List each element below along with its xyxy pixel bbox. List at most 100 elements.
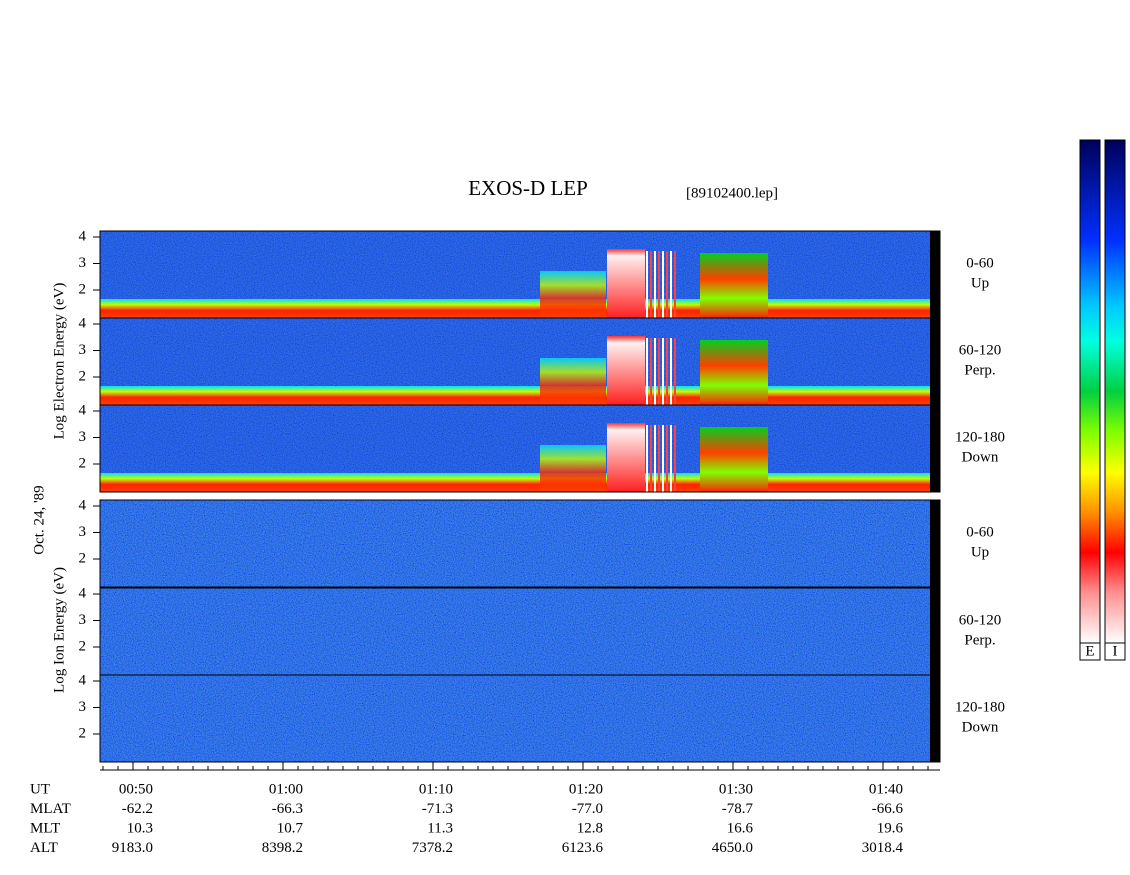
orbit-value: 4650.0 <box>712 840 753 856</box>
orbit-value: 6123.6 <box>562 840 604 856</box>
stripe <box>666 251 668 318</box>
y-tick-label: 3 <box>79 255 87 271</box>
data-gap <box>930 405 940 492</box>
data-gap <box>930 588 940 675</box>
y-tick-label: 2 <box>79 550 87 566</box>
stripe <box>670 425 672 492</box>
panel-frame <box>99 404 941 493</box>
y-tick-label: 4 <box>79 228 87 244</box>
stripe <box>646 251 648 318</box>
orbit-value: 10.7 <box>277 820 304 836</box>
spectrogram-noise <box>100 500 940 587</box>
y-tick-label: 2 <box>79 725 87 741</box>
y-tick-label: 3 <box>79 342 87 358</box>
spectrogram-noise <box>100 675 940 762</box>
orbit-value: 3018.4 <box>862 840 904 856</box>
orbit-value: 10.3 <box>127 820 153 836</box>
warm-region <box>700 340 768 405</box>
stripe <box>674 425 676 492</box>
row-label: ALT <box>30 840 58 856</box>
panel-frame <box>99 674 941 763</box>
stripe <box>658 425 660 492</box>
y-tick-label: 3 <box>79 612 87 628</box>
orbit-value: -62.2 <box>122 801 153 817</box>
stripe <box>662 338 664 405</box>
y-tick-label: 4 <box>79 315 87 331</box>
data-gap <box>930 500 940 587</box>
orbit-value: -77.0 <box>572 801 603 817</box>
data-gap <box>930 318 940 405</box>
orbit-value: 00:50 <box>119 781 153 797</box>
colorbar-label: I <box>1113 643 1118 659</box>
stripe <box>658 251 660 318</box>
angle-label: 60-120 <box>959 612 1002 628</box>
orbit-value: 01:00 <box>269 781 303 797</box>
title: EXOS-D LEP <box>468 176 588 200</box>
hot-region <box>607 336 645 405</box>
orbit-value: 01:20 <box>569 781 603 797</box>
colorbar-label-box <box>1104 642 1126 661</box>
stripe <box>662 251 664 318</box>
orbit-value: 8398.2 <box>262 840 303 856</box>
y-tick-label: 3 <box>79 699 87 715</box>
angle-label: 120-180 <box>955 699 1005 715</box>
stripe <box>670 251 672 318</box>
orbit-value: 16.6 <box>727 820 754 836</box>
stripe <box>666 425 668 492</box>
orbit-value: 9183.0 <box>112 840 153 856</box>
orbit-value: -71.3 <box>422 801 453 817</box>
panel-frame <box>99 499 941 588</box>
spectrograms <box>99 230 941 763</box>
angle-label: 120-180 <box>955 429 1005 445</box>
rising-region <box>540 445 606 492</box>
data-gap <box>930 675 940 762</box>
direction-label: Down <box>962 719 999 735</box>
stripe <box>654 251 656 318</box>
angle-label: 0-60 <box>966 255 994 271</box>
warm-region <box>700 253 768 318</box>
y-tick-label: 2 <box>79 281 87 297</box>
low-energy-band <box>100 299 930 318</box>
hot-region <box>607 423 645 492</box>
stripe <box>646 338 648 405</box>
low-energy-band <box>100 386 930 405</box>
stripe <box>646 425 648 492</box>
spectrogram-noise <box>100 588 940 675</box>
orbit-value: 01:10 <box>419 781 453 797</box>
date: Oct. 24, '89 <box>31 485 47 554</box>
y-tick-label: 3 <box>79 429 87 445</box>
orbit-value: -66.6 <box>872 801 904 817</box>
stripe <box>654 425 656 492</box>
y-tick-label: 2 <box>79 638 87 654</box>
stripe <box>650 338 652 405</box>
stripe <box>654 338 656 405</box>
angle-label: 0-60 <box>966 524 994 540</box>
direction-label: Up <box>971 544 989 560</box>
y-tick-label: 4 <box>79 585 87 601</box>
stripe <box>670 338 672 405</box>
y-tick-label: 4 <box>79 497 87 513</box>
orbit-value: 01:40 <box>869 781 903 797</box>
group-label: Log Ion Energy (eV) <box>51 567 67 693</box>
warm-region <box>700 427 768 492</box>
hot-region <box>607 249 645 318</box>
direction-label: Up <box>971 275 989 291</box>
stripe <box>658 338 660 405</box>
y-tick-label: 4 <box>79 672 87 688</box>
colorbar-label: E <box>1085 643 1094 659</box>
angle-label: 60-120 <box>959 342 1002 358</box>
direction-label: Perp. <box>964 362 995 378</box>
orbit-value: 01:30 <box>719 781 753 797</box>
direction-label: Down <box>962 449 999 465</box>
colorbar <box>1104 139 1126 644</box>
file-name: [89102400.lep] <box>686 185 778 201</box>
orbit-value: 19.6 <box>877 820 904 836</box>
rising-region <box>540 358 606 405</box>
y-tick-label: 2 <box>79 455 87 471</box>
orbit-value: -66.3 <box>272 801 303 817</box>
stripe <box>650 425 652 492</box>
y-tick-label: 4 <box>79 402 87 418</box>
orbit-value: -78.7 <box>722 801 754 817</box>
orbit-value: 12.8 <box>577 820 603 836</box>
